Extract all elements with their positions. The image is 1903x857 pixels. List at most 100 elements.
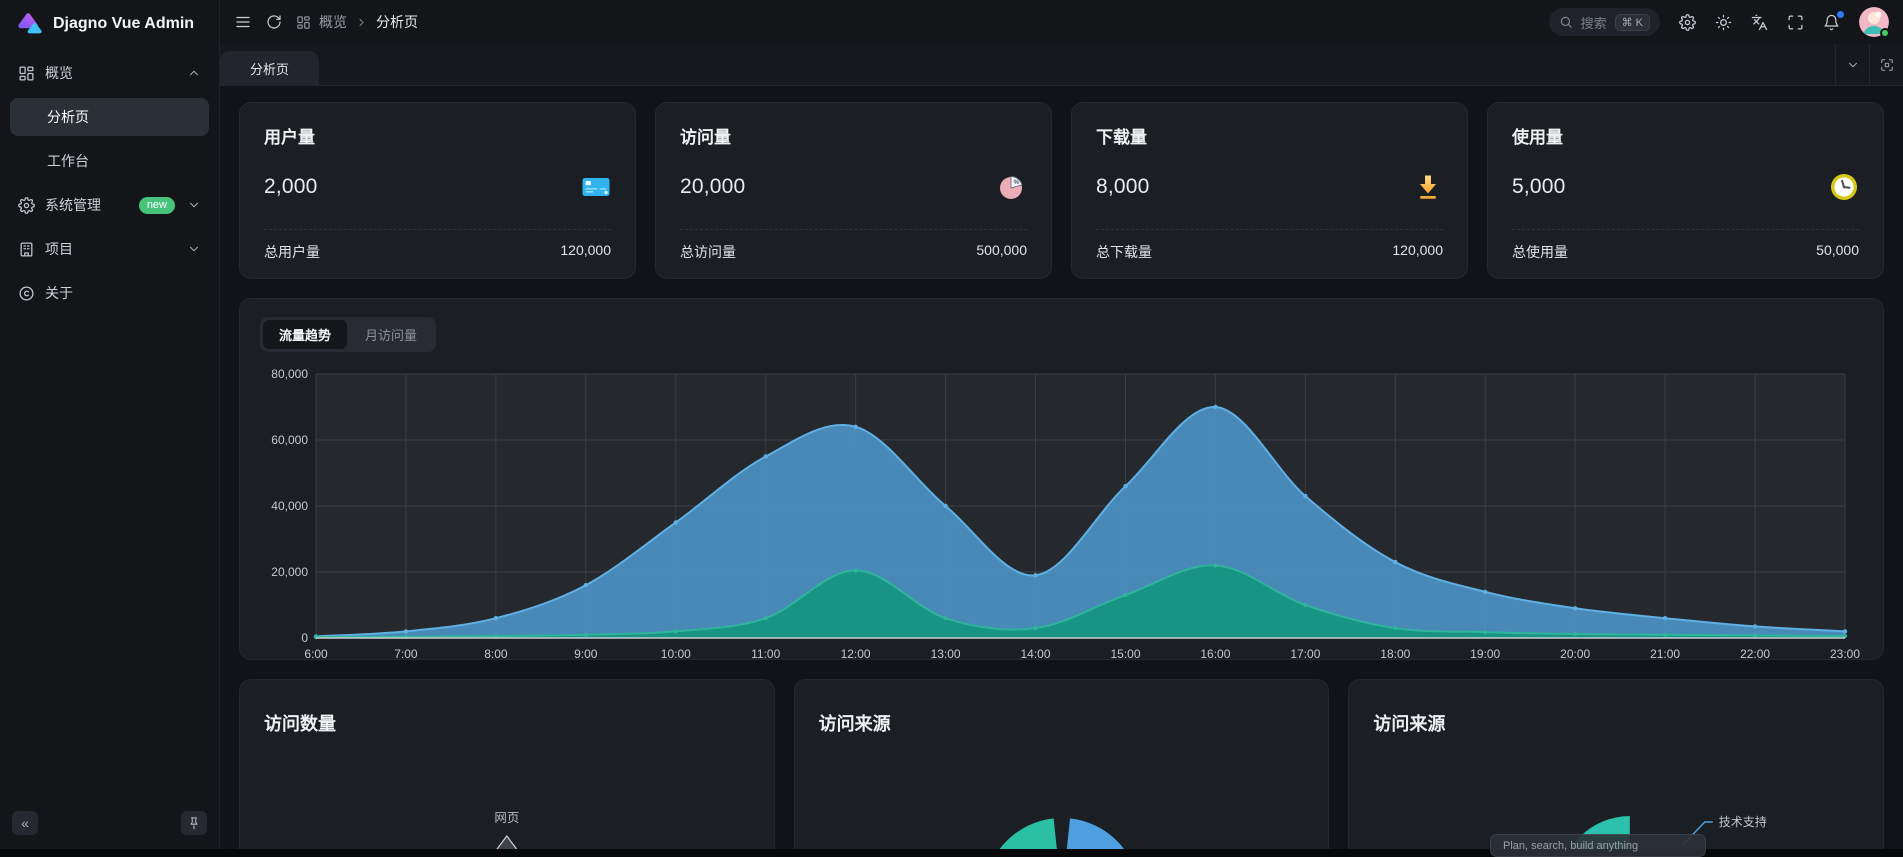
breadcrumb: 概览 分析页 [296,12,418,32]
svg-text:40,000: 40,000 [271,499,308,513]
svg-text:22:00: 22:00 [1740,647,1770,661]
svg-text:10:00: 10:00 [661,647,691,661]
notifications-button[interactable] [1823,10,1844,31]
pie-slice-label: 技术支持 [1719,814,1767,829]
svg-text:60,000: 60,000 [271,433,308,447]
dashboard-icon [18,65,35,82]
svg-text:0: 0 [301,631,308,645]
sidebar-item-4[interactable]: 项目 [10,230,209,268]
pie-icon: % [997,172,1027,202]
svg-text:16:00: 16:00 [1200,647,1230,661]
search-placeholder: 搜索 [1580,15,1607,31]
svg-text:6:00: 6:00 [304,647,328,661]
sidebar-item-3[interactable]: 系统管理 new [10,186,209,224]
stat-footer-value: 120,000 [560,242,611,258]
building-icon [18,241,35,258]
header: 概览 分析页 搜索 ⌘ K [220,0,1903,44]
sidebar-item-5[interactable]: 关于 [10,274,209,312]
pin-icon [187,816,201,830]
credit-card-icon [581,172,611,202]
pie-slice-teal [999,818,1057,849]
traffic-trend-chart: 0 20,000 40,000 60,000 80,000 6:00 7:00 8:00 9:0… [271,367,1860,661]
sidebar-item-label: 分析页 [47,109,89,125]
stat-footer-label: 总下载量 [1096,244,1152,260]
chevron-down-icon [187,242,201,256]
svg-text:20,000: 20,000 [271,565,308,579]
stat-footer-label: 总用户量 [264,244,320,260]
svg-text:8:00: 8:00 [484,647,508,661]
visit-count-card: 访问数量 网页 [239,679,775,849]
card-title: 访问数量 [264,714,336,734]
stat-title: 访问量 [680,128,731,147]
new-badge: new [138,196,175,214]
download-icon [1413,172,1443,202]
svg-text:11:00: 11:00 [751,647,780,661]
trend-tab-group: 流量趋势 月访问量 [260,317,437,352]
card-title: 访问来源 [1373,714,1446,734]
chevron-down-icon [187,198,201,212]
content-maximize-button[interactable] [1869,44,1903,85]
theme-toggle-button[interactable] [1715,14,1732,31]
clock-icon [1829,172,1859,202]
sidebar-item-0[interactable]: 概览 [10,54,209,92]
notification-dot [1837,10,1844,18]
svg-text:%: % [1014,180,1020,186]
about-icon [18,285,35,302]
stat-footer-label: 总访问量 [680,244,736,260]
stat-footer-label: 总使用量 [1512,244,1568,260]
stat-value: 20,000 [680,175,746,198]
online-status-dot [1880,28,1890,38]
fullscreen-button[interactable] [1787,14,1804,31]
language-button[interactable] [1751,14,1768,31]
logo[interactable]: Djagno Vue Admin [0,0,219,48]
refresh-button[interactable] [266,14,282,30]
stat-card-1: 访问量 20,000% 总访问量 500,000 [655,102,1052,279]
svg-text:80,000: 80,000 [271,367,308,381]
user-avatar[interactable] [1859,7,1890,38]
breadcrumb-section[interactable]: 概览 [319,14,347,30]
stat-card-3: 使用量 5,000 总使用量 50,000 [1487,102,1884,279]
sidebar-item-1[interactable]: 分析页 [10,98,209,136]
sidebar: Djagno Vue Admin 概览分析页工作台系统管理 new 项目关于 « [0,0,220,849]
menu-toggle-button[interactable] [234,13,252,31]
tab-bar: 分析页 [220,44,1903,86]
svg-text:23:00: 23:00 [1830,647,1860,661]
svg-text:19:00: 19:00 [1470,647,1500,661]
svg-text:17:00: 17:00 [1290,647,1320,661]
stat-footer-value: 500,000 [976,242,1027,258]
svg-text:18:00: 18:00 [1380,647,1410,661]
assistant-overlay-bar[interactable]: Plan, search, build anything [1490,834,1706,857]
visit-source-pie-card: 访问来源 [793,679,1330,849]
settings-button[interactable] [1679,13,1696,31]
sidebar-nav: 概览分析页工作台系统管理 new 项目关于 [0,48,219,797]
bottom-cards-row: 访问数量 网页 访问来源 访问来源 [239,679,1884,849]
sidebar-pin-button[interactable] [181,811,207,835]
chevron-up-icon [187,66,201,80]
stat-cards-row: 用户量 2,000 总用户量 120,000 访问量 20,000% 总访问量 500,000… [239,102,1884,279]
stat-title: 下载量 [1096,128,1147,147]
stat-value: 5,000 [1512,175,1566,198]
sidebar-item-label: 系统管理 [45,197,101,213]
trend-tab-monthly[interactable]: 月访问量 [365,328,418,343]
gear-icon [18,196,35,214]
logo-icon [16,10,44,38]
tab-list-dropdown-button[interactable] [1835,44,1869,85]
search-shortcut-kbd: ⌘ K [1614,13,1650,31]
svg-text:14:00: 14:00 [1020,647,1050,661]
radar-chart: 网页 [494,811,519,849]
trend-tab-traffic[interactable]: 流量趋势 [263,320,348,349]
stat-card-0: 用户量 2,000 总用户量 120,000 [239,102,636,279]
breadcrumb-current: 分析页 [376,14,418,30]
app-title: Djagno Vue Admin [53,15,195,32]
sidebar-collapse-button[interactable]: « [12,811,38,835]
tab-analysis[interactable]: 分析页 [220,51,320,85]
pie-chart [999,818,1124,849]
radar-axis-label: 网页 [494,811,519,825]
stat-card-2: 下载量 8,000 总下载量 120,000 [1071,102,1468,279]
svg-text:9:00: 9:00 [574,647,598,661]
card-title: 访问来源 [818,714,891,734]
search-input[interactable]: 搜索 ⌘ K [1548,8,1660,36]
sidebar-item-2[interactable]: 工作台 [10,142,209,180]
main-area: 概览 分析页 搜索 ⌘ K [220,0,1903,849]
